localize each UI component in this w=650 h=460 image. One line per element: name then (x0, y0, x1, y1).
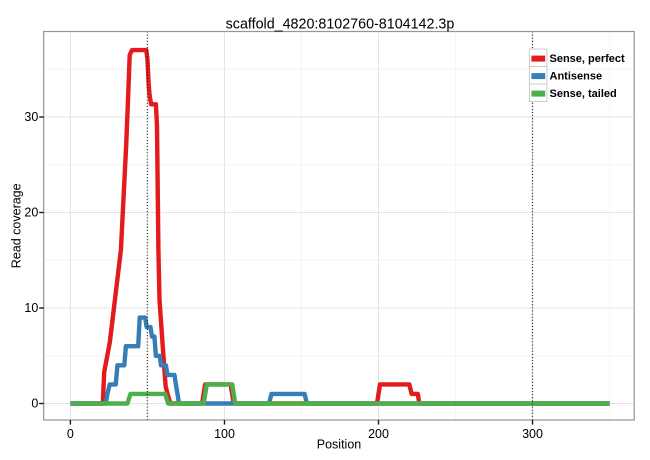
svg-text:300: 300 (522, 427, 543, 441)
svg-text:Sense, perfect: Sense, perfect (550, 53, 626, 65)
svg-text:30: 30 (24, 110, 38, 124)
svg-text:100: 100 (214, 427, 235, 441)
svg-text:Sense, tailed: Sense, tailed (550, 88, 617, 100)
svg-text:Antisense: Antisense (550, 70, 603, 82)
svg-text:0: 0 (31, 397, 38, 411)
svg-text:scaffold_4820:8102760-8104142.: scaffold_4820:8102760-8104142.3p (226, 17, 455, 33)
svg-text:0: 0 (67, 427, 74, 441)
svg-text:Position: Position (317, 438, 362, 452)
svg-text:20: 20 (24, 206, 38, 220)
svg-text:Read coverage: Read coverage (10, 183, 24, 268)
svg-text:200: 200 (368, 427, 389, 441)
svg-text:10: 10 (24, 301, 38, 315)
